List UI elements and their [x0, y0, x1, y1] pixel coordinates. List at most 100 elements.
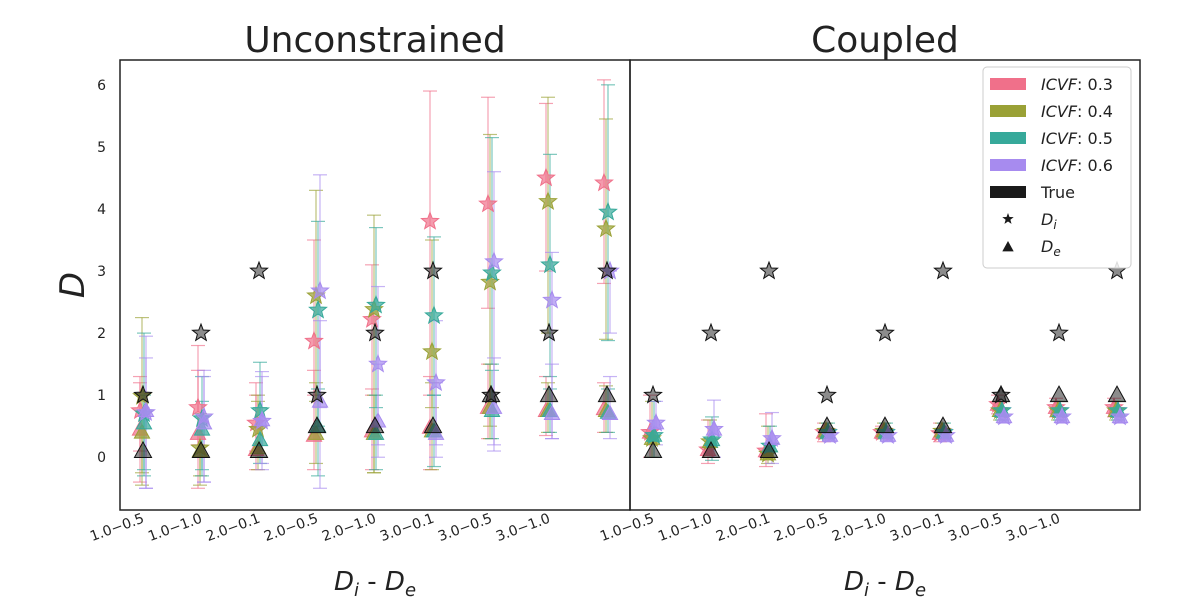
di-marker — [817, 384, 837, 404]
legend-swatch — [990, 159, 1026, 171]
di-marker — [250, 400, 270, 420]
legend-box — [982, 66, 1132, 269]
markers — [130, 167, 620, 459]
series-icvf-0-6 — [646, 406, 1130, 448]
legend-item: True — [990, 183, 1075, 202]
x-tick-label: 2.0−0.1 — [204, 511, 262, 545]
de-marker — [191, 440, 211, 459]
x-tick-label: 3.0−0.1 — [378, 511, 436, 545]
di-marker — [597, 260, 617, 280]
x-tick-label: 1.0−1.0 — [146, 511, 204, 545]
di-marker — [191, 322, 211, 342]
de-marker — [307, 416, 327, 434]
di-marker — [481, 384, 501, 404]
y-tick-label: 4 — [97, 202, 106, 218]
x-tick-label: 1.0−0.5 — [598, 511, 656, 545]
legend-label: ICVF: 0.3 — [1041, 75, 1113, 94]
di-marker — [422, 341, 442, 361]
de-marker — [597, 385, 617, 403]
y-tick-label: 3 — [97, 264, 106, 280]
di-marker — [194, 406, 214, 426]
di-marker — [596, 218, 616, 238]
di-marker — [249, 260, 269, 280]
x-tick-label: 3.0−1.0 — [494, 511, 552, 545]
di-marker — [991, 384, 1011, 404]
legend-item: ICVF: 0.4 — [990, 102, 1113, 121]
de-marker — [543, 404, 561, 421]
de-marker — [601, 404, 619, 421]
di-marker — [308, 299, 328, 319]
x-tick-label: 2.0−0.5 — [262, 511, 320, 545]
x-tick-label: 2.0−0.5 — [772, 511, 830, 545]
di-marker — [539, 322, 559, 342]
x-tick-label: 3.0−0.1 — [888, 511, 946, 545]
di-marker — [1049, 322, 1069, 342]
di-marker — [875, 322, 895, 342]
legend-label: True — [1040, 183, 1075, 202]
di-marker — [701, 322, 721, 342]
de-marker — [933, 416, 953, 434]
di-marker — [252, 410, 272, 430]
plot-frame — [119, 59, 631, 511]
di-marker — [423, 260, 443, 280]
x-tick-label: 3.0−1.0 — [1004, 511, 1062, 545]
x-tick-label: 3.0−0.5 — [436, 511, 494, 545]
legend-label: ICVF: 0.4 — [1041, 102, 1113, 121]
chart-title: Coupled — [811, 20, 959, 61]
de-marker — [135, 414, 153, 430]
de-marker — [1107, 385, 1127, 403]
di-marker — [478, 193, 498, 213]
di-marker — [366, 294, 386, 314]
de-marker — [485, 398, 503, 414]
di-marker — [759, 260, 779, 280]
legend-swatch — [990, 186, 1026, 198]
x-tick-label: 3.0−0.5 — [946, 511, 1004, 545]
legend-triangle-marker — [1002, 241, 1014, 252]
y-tick-label: 6 — [97, 78, 106, 94]
di-marker — [643, 384, 663, 404]
x-tick-label: 1.0−0.5 — [88, 511, 146, 545]
di-marker — [136, 402, 156, 421]
di-marker — [644, 425, 664, 444]
x-axis-label: Di - De — [844, 567, 926, 600]
x-axis-label: Di - De — [334, 567, 416, 600]
de-marker — [423, 416, 443, 434]
x-tick-label: 2.0−0.1 — [714, 511, 772, 545]
di-marker — [762, 428, 782, 448]
di-marker — [1110, 406, 1130, 426]
legend-item: ICVF: 0.6 — [990, 156, 1113, 175]
legend-swatch — [990, 78, 1026, 90]
series-true — [643, 260, 1127, 459]
di-marker — [594, 172, 614, 192]
legend-item: ICVF: 0.5 — [990, 129, 1113, 148]
de-marker — [133, 440, 153, 459]
legend: ICVF: 0.3 ICVF: 0.4 ICVF: 0.5 ICVF: 0.6 True… — [982, 66, 1132, 269]
y-axis-label: D — [53, 272, 93, 298]
di-marker — [484, 251, 504, 271]
di-marker — [994, 406, 1014, 426]
di-marker — [426, 372, 446, 392]
di-marker — [304, 330, 324, 350]
di-marker — [542, 289, 562, 309]
chart-title: Unconstrained — [244, 20, 505, 61]
di-marker — [307, 384, 327, 404]
di-marker — [540, 254, 560, 274]
legend-star-marker — [1002, 213, 1014, 224]
plot-frame — [629, 59, 1141, 511]
di-marker — [598, 201, 618, 221]
de-marker — [701, 440, 721, 459]
legend-swatch — [990, 132, 1026, 144]
de-marker — [875, 416, 895, 434]
legend-item: De — [1002, 237, 1061, 259]
legend-item: ICVF: 0.3 — [990, 75, 1113, 94]
de-marker — [539, 385, 559, 403]
legend-item: Di — [1002, 210, 1057, 232]
legend-label: De — [1041, 237, 1061, 259]
x-tick-label: 1.0−1.0 — [656, 511, 714, 545]
y-tick-label: 1 — [97, 388, 106, 404]
de-marker — [365, 416, 385, 434]
de-marker — [817, 416, 837, 434]
de-marker — [133, 423, 151, 439]
